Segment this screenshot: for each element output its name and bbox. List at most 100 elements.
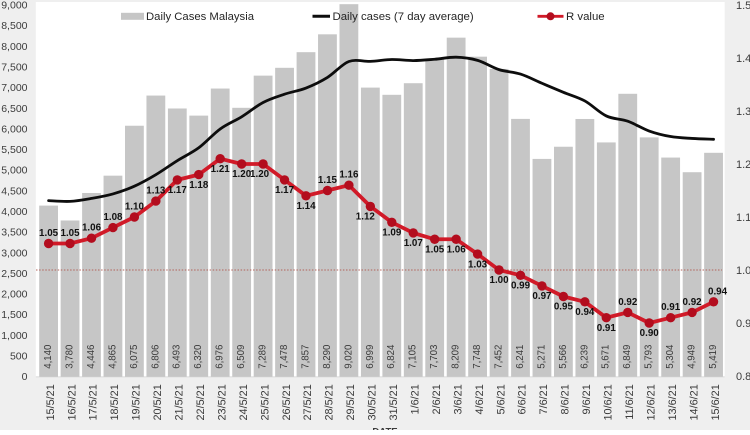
svg-text:6,075: 6,075 (129, 345, 140, 369)
svg-text:1.17: 1.17 (168, 185, 188, 196)
svg-text:16/5/21: 16/5/21 (66, 384, 78, 420)
svg-text:5,671: 5,671 (601, 345, 612, 369)
svg-text:4,000: 4,000 (1, 206, 27, 218)
svg-text:4,949: 4,949 (687, 345, 698, 369)
svg-text:1,500: 1,500 (1, 309, 27, 321)
svg-text:500: 500 (10, 350, 28, 362)
svg-text:4,140: 4,140 (43, 344, 54, 369)
svg-text:0.94: 0.94 (708, 286, 728, 297)
svg-text:10/6/21: 10/6/21 (603, 384, 615, 420)
svg-text:R value: R value (566, 11, 605, 23)
svg-text:19/5/21: 19/5/21 (131, 384, 143, 420)
svg-text:1.15: 1.15 (318, 175, 338, 186)
svg-text:0.92: 0.92 (618, 297, 638, 308)
svg-text:4,446: 4,446 (86, 345, 97, 369)
svg-text:5,271: 5,271 (536, 345, 547, 369)
svg-text:2/6/21: 2/6/21 (431, 384, 443, 414)
svg-text:6,000: 6,000 (1, 123, 27, 135)
svg-text:2,500: 2,500 (1, 268, 27, 280)
svg-text:8,500: 8,500 (1, 20, 27, 32)
svg-text:Daily cases (7 day average): Daily cases (7 day average) (333, 11, 474, 23)
svg-text:8,000: 8,000 (1, 41, 27, 53)
svg-text:7,748: 7,748 (472, 345, 483, 369)
svg-text:7,703: 7,703 (429, 345, 440, 369)
svg-text:1/6/21: 1/6/21 (409, 384, 421, 414)
svg-text:3/6/21: 3/6/21 (452, 384, 464, 414)
svg-text:11/6/21: 11/6/21 (624, 384, 636, 420)
svg-text:1.06: 1.06 (447, 244, 467, 255)
svg-text:8/6/21: 8/6/21 (560, 384, 572, 414)
svg-text:4/6/21: 4/6/21 (474, 384, 486, 414)
svg-text:18/5/21: 18/5/21 (109, 384, 121, 420)
svg-text:6,239: 6,239 (579, 345, 590, 369)
svg-text:0.90: 0.90 (640, 328, 660, 339)
svg-text:0.99: 0.99 (511, 281, 531, 292)
svg-text:5,419: 5,419 (708, 345, 719, 369)
svg-text:26/5/21: 26/5/21 (281, 384, 293, 420)
svg-text:5,000: 5,000 (1, 165, 27, 177)
svg-text:8,209: 8,209 (451, 345, 462, 369)
svg-text:4,500: 4,500 (1, 185, 27, 197)
svg-text:21/5/21: 21/5/21 (174, 384, 186, 420)
svg-text:DATE: DATE (372, 427, 397, 431)
svg-text:1.4: 1.4 (736, 53, 750, 65)
svg-text:29/5/21: 29/5/21 (345, 384, 357, 420)
svg-text:0.91: 0.91 (661, 302, 681, 313)
svg-text:1.18: 1.18 (189, 180, 209, 191)
svg-text:6,806: 6,806 (150, 345, 161, 369)
svg-text:1.05: 1.05 (425, 244, 445, 255)
svg-text:9/6/21: 9/6/21 (581, 384, 593, 414)
svg-text:7,857: 7,857 (300, 345, 311, 369)
svg-text:1.06: 1.06 (82, 223, 102, 234)
svg-text:13/6/21: 13/6/21 (667, 384, 679, 420)
svg-text:1.10: 1.10 (125, 202, 145, 213)
svg-text:12/6/21: 12/6/21 (645, 384, 657, 420)
svg-text:7,452: 7,452 (493, 345, 504, 369)
svg-text:1.05: 1.05 (61, 228, 81, 239)
svg-text:1.17: 1.17 (275, 185, 295, 196)
svg-text:0.92: 0.92 (683, 297, 703, 308)
svg-text:1.00: 1.00 (490, 275, 510, 286)
svg-text:6,849: 6,849 (622, 345, 633, 369)
svg-text:0.95: 0.95 (554, 302, 574, 313)
svg-text:30/5/21: 30/5/21 (367, 384, 379, 420)
svg-text:9,020: 9,020 (343, 344, 354, 369)
svg-text:7,105: 7,105 (408, 345, 419, 369)
svg-text:1.07: 1.07 (404, 238, 424, 249)
svg-text:5/6/21: 5/6/21 (495, 384, 507, 414)
svg-text:1.3: 1.3 (736, 106, 750, 118)
svg-text:5,793: 5,793 (644, 345, 655, 369)
svg-text:7/6/21: 7/6/21 (538, 384, 550, 414)
svg-text:9,000: 9,000 (1, 0, 27, 12)
svg-text:1.21: 1.21 (211, 164, 231, 175)
svg-text:6,999: 6,999 (365, 345, 376, 369)
svg-text:22/5/21: 22/5/21 (195, 384, 207, 420)
svg-text:3,500: 3,500 (1, 227, 27, 239)
svg-text:31/5/21: 31/5/21 (388, 384, 400, 420)
svg-text:3,780: 3,780 (64, 344, 75, 369)
svg-text:1.1: 1.1 (736, 212, 750, 224)
svg-text:28/5/21: 28/5/21 (324, 384, 336, 420)
svg-text:2,000: 2,000 (1, 289, 27, 301)
svg-text:0.97: 0.97 (532, 291, 552, 302)
svg-text:1.16: 1.16 (339, 170, 359, 181)
svg-text:25/5/21: 25/5/21 (259, 384, 271, 420)
svg-text:0.8: 0.8 (736, 371, 750, 383)
svg-text:1.09: 1.09 (382, 228, 402, 239)
svg-text:0.9: 0.9 (736, 318, 750, 330)
svg-text:4,865: 4,865 (107, 345, 118, 369)
svg-text:1.12: 1.12 (356, 212, 376, 223)
svg-text:1.20: 1.20 (250, 169, 270, 180)
svg-text:5,500: 5,500 (1, 144, 27, 156)
svg-text:7,478: 7,478 (279, 345, 290, 369)
svg-text:8,290: 8,290 (322, 344, 333, 369)
svg-text:1.13: 1.13 (146, 186, 166, 197)
svg-text:15/5/21: 15/5/21 (45, 384, 57, 420)
svg-text:1.03: 1.03 (468, 259, 488, 270)
svg-text:1.5: 1.5 (736, 0, 750, 12)
svg-text:6,320: 6,320 (193, 344, 204, 369)
svg-text:7,289: 7,289 (258, 345, 269, 369)
svg-text:15/6/21: 15/6/21 (710, 384, 722, 420)
svg-text:6,500: 6,500 (1, 103, 27, 115)
svg-text:7,500: 7,500 (1, 62, 27, 74)
